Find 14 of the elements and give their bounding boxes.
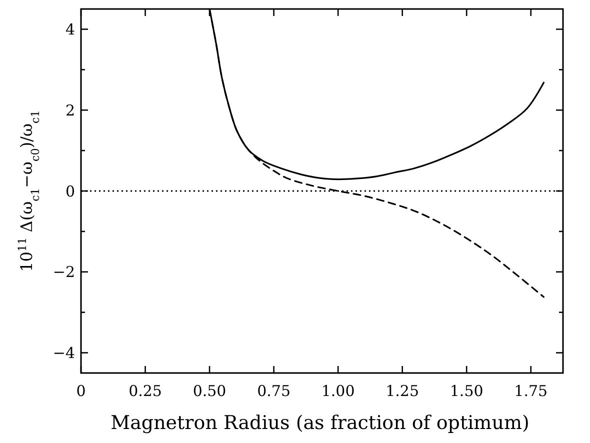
x-tick-label: 0.50: [192, 382, 226, 400]
x-tick-label: 0: [76, 382, 86, 400]
x-tick-label: 1.25: [386, 382, 420, 400]
y-tick-label: −4: [52, 344, 75, 362]
y-tick-label: 0: [65, 182, 75, 200]
y-tick-label: −2: [52, 263, 75, 282]
x-tick-label: 0.75: [257, 382, 291, 400]
x-tick-label: 1.00: [321, 382, 355, 400]
x-tick-label: 1.75: [514, 382, 548, 400]
y-tick-label: 2: [65, 101, 75, 120]
x-axis-title: Magnetron Radius (as fraction of optimum): [110, 412, 530, 434]
y-tick-label: 4: [65, 20, 75, 38]
x-tick-label: 1.50: [450, 382, 484, 400]
x-tick-label: 0.25: [128, 382, 162, 400]
